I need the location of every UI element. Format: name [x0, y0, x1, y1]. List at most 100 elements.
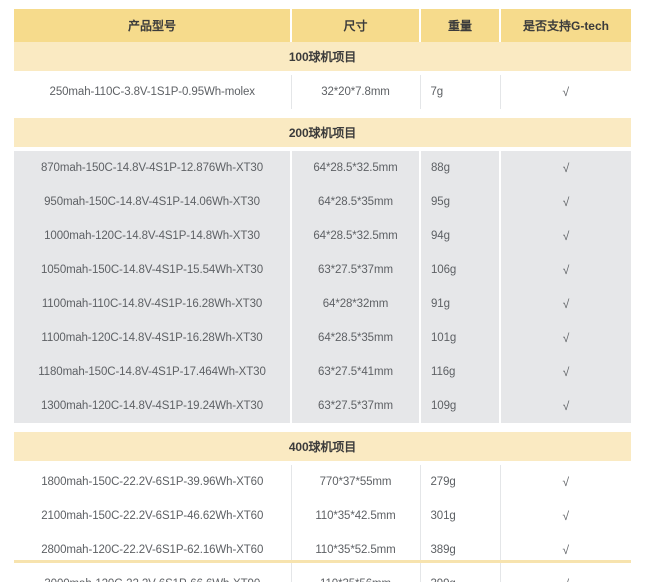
table-row[interactable]: 1300mah-120C-14.8V-4S1P-19.24Wh-XT30 63*2…	[14, 389, 631, 423]
table-row[interactable]: 2100mah-150C-22.2V-6S1P-46.62Wh-XT60 110*…	[14, 499, 631, 533]
dimension-cell: 110*35*42.5mm	[291, 499, 421, 533]
section-gap	[14, 147, 631, 151]
product-model-cell: 1100mah-110C-14.8V-4S1P-16.28Wh-XT30	[14, 287, 292, 321]
check-icon: √	[562, 297, 570, 311]
product-model-cell: 870mah-150C-14.8V-4S1P-12.876Wh-XT30	[14, 151, 292, 185]
dimension-cell: 64*28.5*35mm	[291, 321, 421, 355]
check-icon: √	[562, 195, 570, 209]
weight-cell: 399g	[420, 567, 501, 582]
table-row[interactable]: 250mah-110C-3.8V-1S1P-0.95Wh-molex 32*20*…	[14, 75, 631, 109]
weight-cell: 7g	[420, 75, 501, 109]
check-icon: √	[562, 161, 570, 175]
weight-cell: 106g	[420, 253, 501, 287]
section-header-row: 400球机项目	[14, 432, 631, 461]
product-model-cell: 1050mah-150C-14.8V-4S1P-15.54Wh-XT30	[14, 253, 292, 287]
section-title: 200球机项目	[14, 118, 631, 147]
section-spacer	[14, 109, 631, 118]
table-row[interactable]: 3000mah-120C-22.2V-6S1P-66.6Wh-XT90110*3…	[14, 567, 631, 582]
section-gap-cell	[14, 71, 631, 75]
weight-cell: 109g	[420, 389, 501, 423]
section-spacer-cell	[14, 109, 631, 118]
dimension-cell: 110*35*56mm	[291, 567, 421, 582]
check-icon: √	[563, 577, 570, 582]
table-row[interactable]: 1000mah-120C-14.8V-4S1P-14.8Wh-XT30 64*28…	[14, 219, 631, 253]
section-title: 100球机项目	[14, 42, 631, 71]
section-title: 400球机项目	[14, 432, 631, 461]
section-header-row: 200球机项目	[14, 118, 631, 147]
product-model-cell: 1000mah-120C-14.8V-4S1P-14.8Wh-XT30	[14, 219, 292, 253]
product-model-cell: 2100mah-150C-22.2V-6S1P-46.62Wh-XT60	[14, 499, 292, 533]
check-icon: √	[562, 509, 570, 523]
dimension-cell: 64*28*32mm	[291, 287, 421, 321]
battery-spec-table: 产品型号 尺寸 重量 是否支持G-tech 100球机项目 250mah-110C…	[14, 9, 631, 582]
gtech-support-cell: √	[500, 75, 631, 109]
check-icon: √	[562, 365, 570, 379]
dimension-cell: 63*27.5*37mm	[291, 389, 421, 423]
section-spacer	[14, 423, 631, 432]
table-row[interactable]: 1180mah-150C-14.8V-4S1P-17.464Wh-XT30 63*…	[14, 355, 631, 389]
dimension-cell: 64*28.5*32.5mm	[291, 219, 421, 253]
table-header: 产品型号 尺寸 重量 是否支持G-tech	[14, 9, 631, 42]
column-header-weight: 重量	[420, 9, 501, 42]
gtech-support-cell: √	[500, 499, 631, 533]
table-header-row: 产品型号 尺寸 重量 是否支持G-tech	[14, 9, 631, 42]
table-row[interactable]: 950mah-150C-14.8V-4S1P-14.06Wh-XT30 64*28…	[14, 185, 631, 219]
check-icon: √	[562, 475, 570, 489]
check-icon: √	[562, 543, 570, 557]
weight-cell: 301g	[420, 499, 501, 533]
weight-cell: 94g	[420, 219, 501, 253]
section-gap	[14, 461, 631, 465]
check-icon: √	[562, 229, 570, 243]
gtech-support-cell: √	[500, 355, 631, 389]
product-model-cell: 1100mah-120C-14.8V-4S1P-16.28Wh-XT30	[14, 321, 292, 355]
dimension-cell: 32*20*7.8mm	[291, 75, 421, 109]
weight-cell: 101g	[420, 321, 501, 355]
table-body: 100球机项目 250mah-110C-3.8V-1S1P-0.95Wh-mole…	[14, 42, 631, 582]
product-model-cell: 1800mah-150C-22.2V-6S1P-39.96Wh-XT60	[14, 465, 292, 499]
product-model-cell: 3000mah-120C-22.2V-6S1P-66.6Wh-XT90	[14, 567, 292, 582]
gtech-support-cell: √	[500, 185, 631, 219]
product-model-cell: 950mah-150C-14.8V-4S1P-14.06Wh-XT30	[14, 185, 292, 219]
gtech-support-cell: √	[500, 287, 631, 321]
weight-cell: 88g	[420, 151, 501, 185]
dimension-cell: 63*27.5*37mm	[291, 253, 421, 287]
section-spacer-cell	[14, 423, 631, 432]
section-gap-cell	[14, 147, 631, 151]
section-gap	[14, 71, 631, 75]
weight-cell: 116g	[420, 355, 501, 389]
product-model-cell: 1300mah-120C-14.8V-4S1P-19.24Wh-XT30	[14, 389, 292, 423]
section-gap-cell	[14, 461, 631, 465]
column-header-gtech: 是否支持G-tech	[500, 9, 631, 42]
gtech-support-cell: √	[500, 151, 631, 185]
gtech-support-cell: √	[500, 321, 631, 355]
table-row[interactable]: 1050mah-150C-14.8V-4S1P-15.54Wh-XT30 63*2…	[14, 253, 631, 287]
table-row[interactable]: 870mah-150C-14.8V-4S1P-12.876Wh-XT30 64*2…	[14, 151, 631, 185]
product-model-cell: 1180mah-150C-14.8V-4S1P-17.464Wh-XT30	[14, 355, 292, 389]
gtech-support-cell: √	[500, 465, 631, 499]
weight-cell: 279g	[420, 465, 501, 499]
table-bottom-rule	[14, 560, 631, 563]
table-row[interactable]: 1100mah-110C-14.8V-4S1P-16.28Wh-XT30 64*2…	[14, 287, 631, 321]
check-icon: √	[562, 331, 570, 345]
gtech-support-cell: √	[500, 253, 631, 287]
dimension-cell: 64*28.5*35mm	[291, 185, 421, 219]
column-header-size: 尺寸	[291, 9, 421, 42]
table-row[interactable]: 1100mah-120C-14.8V-4S1P-16.28Wh-XT30 64*2…	[14, 321, 631, 355]
product-model-cell: 250mah-110C-3.8V-1S1P-0.95Wh-molex	[14, 75, 292, 109]
gtech-support-cell: √	[500, 389, 631, 423]
dimension-cell: 770*37*55mm	[291, 465, 421, 499]
weight-cell: 95g	[420, 185, 501, 219]
gtech-support-cell: √	[500, 219, 631, 253]
section-header-row: 100球机项目	[14, 42, 631, 71]
weight-cell: 91g	[420, 287, 501, 321]
gtech-support-cell: √	[500, 567, 631, 582]
check-icon: √	[562, 85, 570, 99]
check-icon: √	[562, 399, 570, 413]
table-row[interactable]: 1800mah-150C-22.2V-6S1P-39.96Wh-XT60 770*…	[14, 465, 631, 499]
column-header-model: 产品型号	[14, 9, 292, 42]
spec-table-wrapper: 产品型号 尺寸 重量 是否支持G-tech 100球机项目 250mah-110C…	[14, 9, 631, 582]
check-icon: √	[562, 263, 570, 277]
dimension-cell: 64*28.5*32.5mm	[291, 151, 421, 185]
dimension-cell: 63*27.5*41mm	[291, 355, 421, 389]
